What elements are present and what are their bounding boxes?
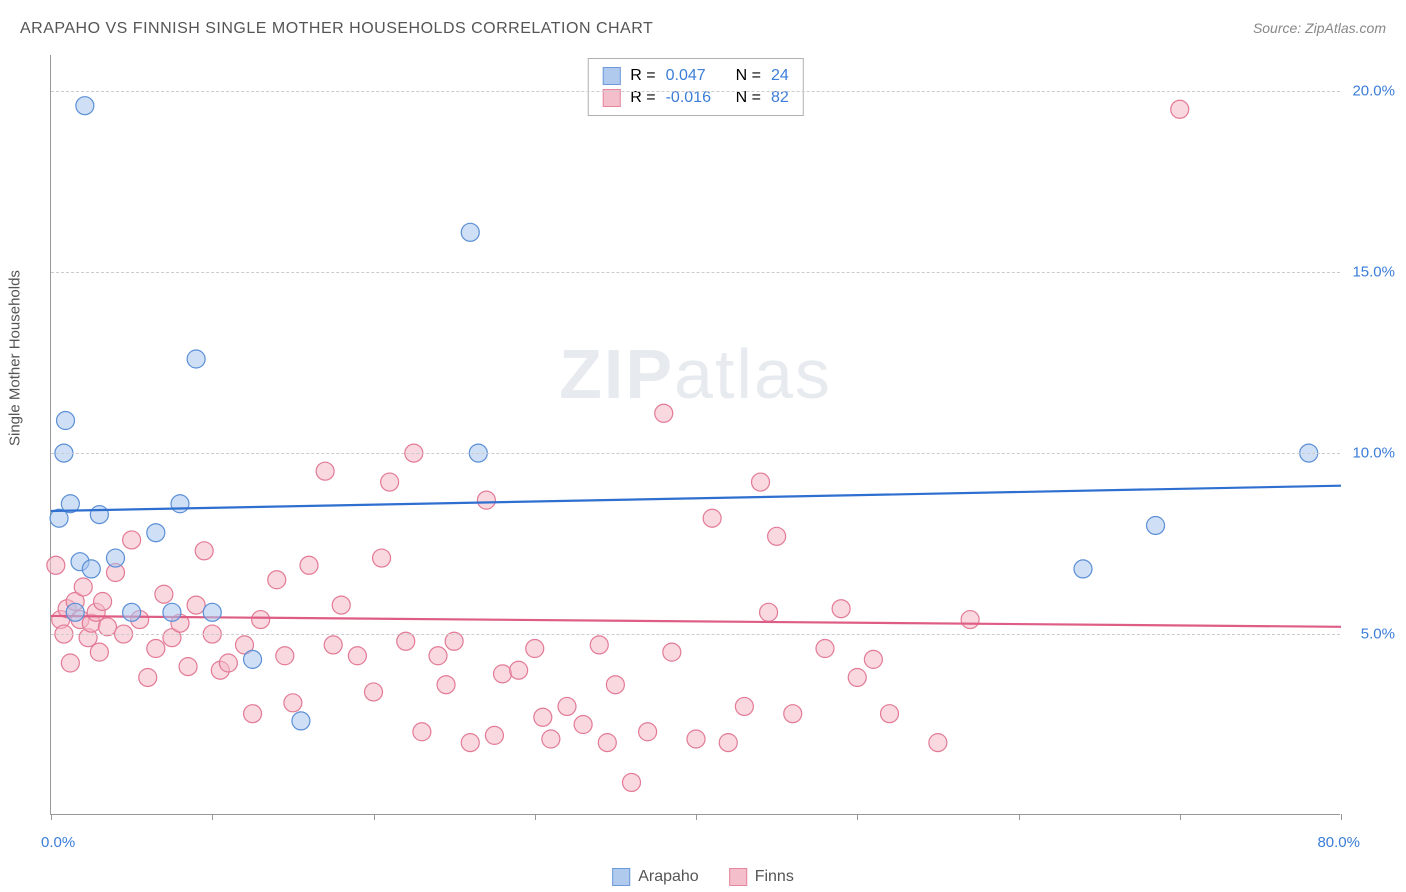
scatter-svg (51, 55, 1340, 814)
legend-label-arapaho: Arapaho (638, 868, 699, 886)
legend-label-finns: Finns (755, 868, 794, 886)
y-tick-label: 10.0% (1352, 445, 1395, 462)
legend-item-finns: Finns (729, 868, 794, 886)
legend-swatch-arapaho (612, 868, 630, 886)
x-max-label: 80.0% (1317, 834, 1360, 851)
y-tick-label: 20.0% (1352, 83, 1395, 100)
y-axis-label: Single Mother Households (7, 270, 24, 446)
plot-area: ZIPatlas R = 0.047 N = 24 R = -0.016 N =… (50, 55, 1340, 815)
legend: Arapaho Finns (612, 868, 794, 886)
legend-item-arapaho: Arapaho (612, 868, 699, 886)
source-attribution: Source: ZipAtlas.com (1253, 20, 1386, 36)
x-min-label: 0.0% (41, 834, 75, 851)
y-tick-label: 5.0% (1361, 626, 1395, 643)
chart-title: ARAPAHO VS FINNISH SINGLE MOTHER HOUSEHO… (20, 20, 653, 38)
legend-swatch-finns (729, 868, 747, 886)
chart-header: ARAPAHO VS FINNISH SINGLE MOTHER HOUSEHO… (20, 20, 1386, 38)
y-tick-label: 15.0% (1352, 264, 1395, 281)
